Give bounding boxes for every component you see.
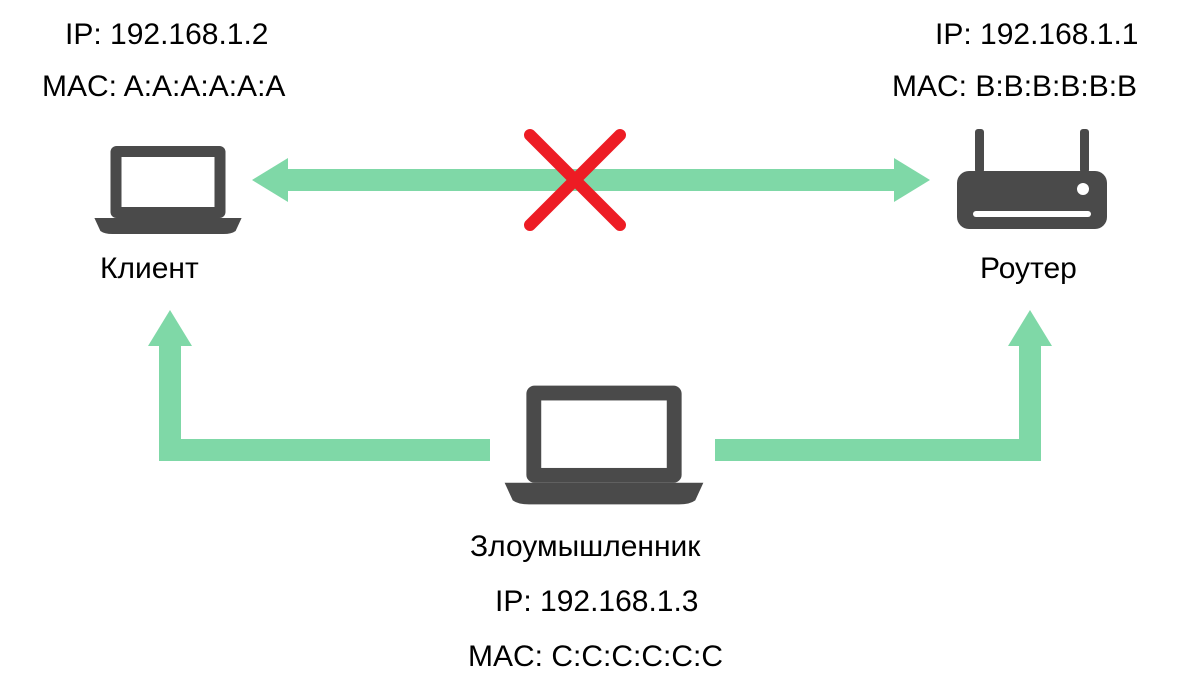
attacker-to-router-arrow [693, 290, 1053, 470]
client-name: Клиент [100, 252, 199, 286]
client-laptop-icon [88, 130, 248, 250]
router-name: Роутер [980, 252, 1077, 286]
attacker-mac-label: MAC: C:C:C:C:C:C [468, 640, 723, 674]
router-ip-label: IP: 192.168.1.1 [935, 18, 1139, 52]
attacker-name: Злоумышленник [470, 530, 700, 564]
client-router-arrow [252, 155, 930, 205]
client-ip-label: IP: 192.168.1.2 [65, 18, 269, 52]
router-mac-label: MAC: B:B:B:B:B:B [892, 70, 1137, 104]
diagram-canvas: { "type": "network-diagram", "background… [0, 0, 1202, 693]
router-icon [947, 130, 1117, 250]
attacker-ip-label: IP: 192.168.1.3 [495, 585, 699, 619]
connection-blocked-cross-icon [525, 130, 625, 230]
attacker-to-client-arrow [150, 290, 510, 470]
client-mac-label: MAC: A:A:A:A:A:A [42, 70, 285, 104]
attacker-laptop-icon [494, 365, 714, 525]
